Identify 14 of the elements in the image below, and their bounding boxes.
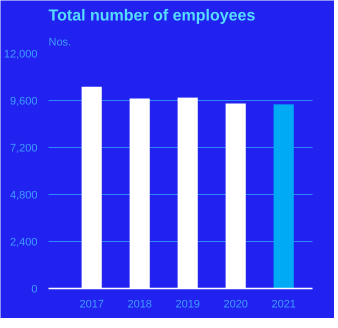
y-tick-label: 4,800 [10,190,38,202]
x-tick-label: 2021 [271,298,296,310]
x-tick-label: 2020 [223,298,248,310]
y-axis-title: Nos. [48,36,72,48]
y-tick-label: 2,400 [10,236,38,248]
y-tick-label: 12,000 [4,48,38,60]
x-tick-label: 2018 [127,298,152,310]
x-tick-label: 2019 [175,298,200,310]
bar [274,104,294,288]
x-tick-label: 2017 [79,298,104,310]
chart-title: Total number of employees [48,8,256,24]
y-tick-label: 7,200 [10,142,38,154]
y-tick-label: 9,600 [10,96,38,108]
y-tick-label: 0 [31,284,38,296]
